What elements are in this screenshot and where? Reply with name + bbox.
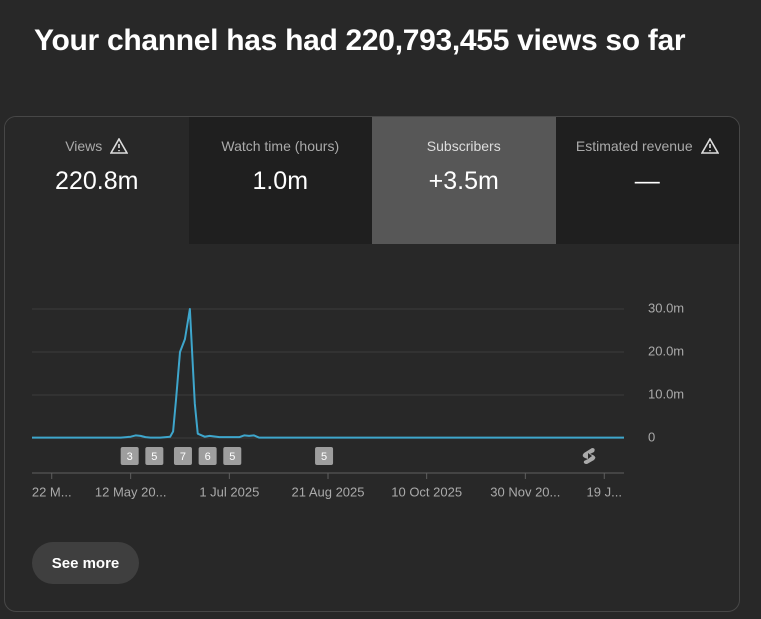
metric-value: 220.8m — [55, 167, 139, 195]
annotation-marker: 7 — [173, 447, 192, 465]
metric-tab[interactable]: Views 220.8m — [5, 117, 189, 244]
page-title: Your channel has had 220,793,455 views s… — [34, 24, 686, 57]
metric-tab[interactable]: Watch time (hours) 1.0m — [188, 117, 372, 244]
metric-value: +3.5m — [428, 167, 499, 195]
annotation-box — [145, 447, 164, 465]
y-tick-label: 10.0m — [648, 386, 684, 401]
x-tick-label: 22 M... — [32, 484, 72, 499]
y-tick-label: 30.0m — [648, 300, 684, 315]
metric-value: 1.0m — [252, 167, 309, 195]
x-tick-label: 12 May 20... — [95, 484, 167, 499]
x-tick-label: 19 J... — [587, 484, 622, 499]
metric-label: Watch time (hours) — [221, 138, 340, 154]
y-tick-label: 0 — [648, 429, 655, 444]
x-tick-label: 21 Aug 2025 — [291, 484, 364, 499]
annotation-box — [173, 447, 192, 465]
x-tick-label: 30 Nov 20... — [490, 484, 560, 499]
metric-value: — — [634, 167, 660, 195]
annotation-marker: 5 — [145, 447, 164, 465]
annotation-label: 5 — [229, 451, 235, 463]
shorts-icon — [582, 448, 596, 464]
annotation-marker: 3 — [120, 447, 139, 465]
annotation-box — [198, 447, 217, 465]
annotation-label: 5 — [321, 451, 327, 463]
metric-tab[interactable]: Estimated revenue — — [555, 117, 739, 244]
warning-icon — [700, 138, 719, 154]
annotation-box — [315, 447, 334, 465]
annotation-marker: 5 — [315, 447, 334, 465]
annotation-marker: 5 — [223, 447, 242, 465]
annotation-label: 3 — [127, 451, 133, 463]
annotation-label: 6 — [205, 451, 211, 463]
annotation-box — [120, 447, 139, 465]
x-tick-label: 1 Jul 2025 — [199, 484, 259, 499]
annotation-marker: 6 — [198, 447, 217, 465]
metric-label: Estimated revenue — [575, 138, 693, 154]
annotation-box — [223, 447, 242, 465]
metric-label: Subscribers — [426, 138, 501, 154]
metric-label: Views — [65, 138, 103, 154]
annotation-label: 7 — [180, 451, 186, 463]
data-line — [32, 308, 624, 439]
metric-tab[interactable]: Subscribers +3.5m — [372, 117, 556, 244]
x-tick-label: 10 Oct 2025 — [391, 484, 462, 499]
y-tick-label: 20.0m — [648, 343, 684, 358]
see-more-button[interactable]: See more — [32, 542, 139, 584]
warning-icon — [110, 138, 129, 154]
annotation-label: 5 — [151, 451, 157, 463]
analytics-card: Views 220.8m Watch time (hours) 1.0m Sub… — [4, 116, 740, 612]
metric-tabs: Views 220.8m Watch time (hours) 1.0m Sub… — [5, 117, 739, 244]
